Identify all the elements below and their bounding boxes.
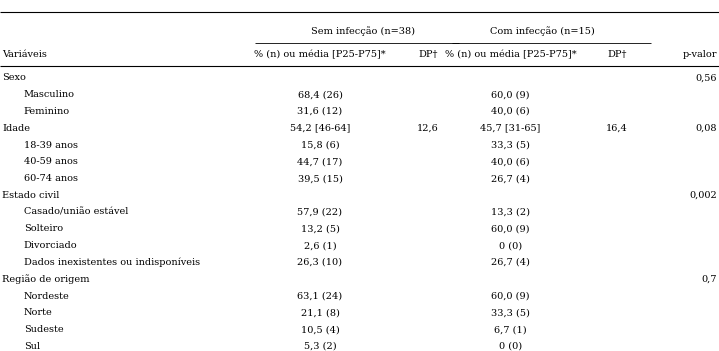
Text: 63,1 (24): 63,1 (24) (298, 292, 342, 300)
Text: 60,0 (9): 60,0 (9) (491, 90, 530, 99)
Text: 40,0 (6): 40,0 (6) (491, 157, 530, 166)
Text: 44,7 (17): 44,7 (17) (298, 157, 342, 166)
Text: Solteiro: Solteiro (24, 224, 63, 233)
Text: 15,8 (6): 15,8 (6) (301, 140, 339, 150)
Text: Sul: Sul (24, 342, 40, 351)
Text: 0,56: 0,56 (695, 73, 717, 82)
Text: 13,3 (2): 13,3 (2) (491, 208, 530, 217)
Text: Sem infecção (n=38): Sem infecção (n=38) (311, 26, 415, 36)
Text: 26,3 (10): 26,3 (10) (298, 258, 342, 267)
Text: Dados inexistentes ou indisponíveis: Dados inexistentes ou indisponíveis (24, 258, 200, 267)
Text: Com infecção (n=15): Com infecção (n=15) (490, 26, 595, 36)
Text: 45,7 [31-65]: 45,7 [31-65] (480, 124, 541, 133)
Text: Feminino: Feminino (24, 107, 70, 116)
Text: Estado civil: Estado civil (2, 191, 60, 200)
Text: 33,3 (5): 33,3 (5) (491, 140, 530, 150)
Text: 40,0 (6): 40,0 (6) (491, 107, 530, 116)
Text: 60,0 (9): 60,0 (9) (491, 292, 530, 300)
Text: Sexo: Sexo (2, 73, 26, 82)
Text: 12,6: 12,6 (417, 124, 439, 133)
Text: p-valor: p-valor (682, 50, 717, 59)
Text: 10,5 (4): 10,5 (4) (301, 325, 339, 334)
Text: Nordeste: Nordeste (24, 292, 70, 300)
Text: Variáveis: Variáveis (2, 50, 47, 59)
Text: 13,2 (5): 13,2 (5) (301, 224, 339, 233)
Text: 0,002: 0,002 (689, 191, 717, 200)
Text: 5,3 (2): 5,3 (2) (303, 342, 336, 351)
Text: % (n) ou média [P25-P75]*: % (n) ou média [P25-P75]* (444, 50, 577, 59)
Text: Idade: Idade (2, 124, 30, 133)
Text: 0,7: 0,7 (701, 275, 717, 284)
Text: 6,7 (1): 6,7 (1) (494, 325, 527, 334)
Text: 26,7 (4): 26,7 (4) (491, 174, 530, 183)
Text: DP†: DP† (418, 50, 438, 59)
Text: 16,4: 16,4 (606, 124, 628, 133)
Text: 31,6 (12): 31,6 (12) (298, 107, 342, 116)
Text: 2,6 (1): 2,6 (1) (303, 241, 336, 250)
Text: 54,2 [46-64]: 54,2 [46-64] (290, 124, 350, 133)
Text: DP†: DP† (607, 50, 627, 59)
Text: 60-74 anos: 60-74 anos (24, 174, 78, 183)
Text: Região de origem: Região de origem (2, 274, 90, 284)
Text: Norte: Norte (24, 308, 52, 317)
Text: 0,08: 0,08 (695, 124, 717, 133)
Text: Sudeste: Sudeste (24, 325, 63, 334)
Text: 68,4 (26): 68,4 (26) (298, 90, 342, 99)
Text: 39,5 (15): 39,5 (15) (298, 174, 342, 183)
Text: 33,3 (5): 33,3 (5) (491, 308, 530, 317)
Text: Casado/união estável: Casado/união estável (24, 208, 128, 217)
Text: 0 (0): 0 (0) (499, 241, 522, 250)
Text: % (n) ou média [P25-P75]*: % (n) ou média [P25-P75]* (254, 50, 386, 59)
Text: 60,0 (9): 60,0 (9) (491, 224, 530, 233)
Text: 0 (0): 0 (0) (499, 342, 522, 351)
Text: 21,1 (8): 21,1 (8) (301, 308, 339, 317)
Text: 40-59 anos: 40-59 anos (24, 157, 78, 166)
Text: 26,7 (4): 26,7 (4) (491, 258, 530, 267)
Text: 57,9 (22): 57,9 (22) (298, 208, 342, 217)
Text: Divorciado: Divorciado (24, 241, 78, 250)
Text: 18-39 anos: 18-39 anos (24, 140, 78, 150)
Text: Masculino: Masculino (24, 90, 75, 99)
